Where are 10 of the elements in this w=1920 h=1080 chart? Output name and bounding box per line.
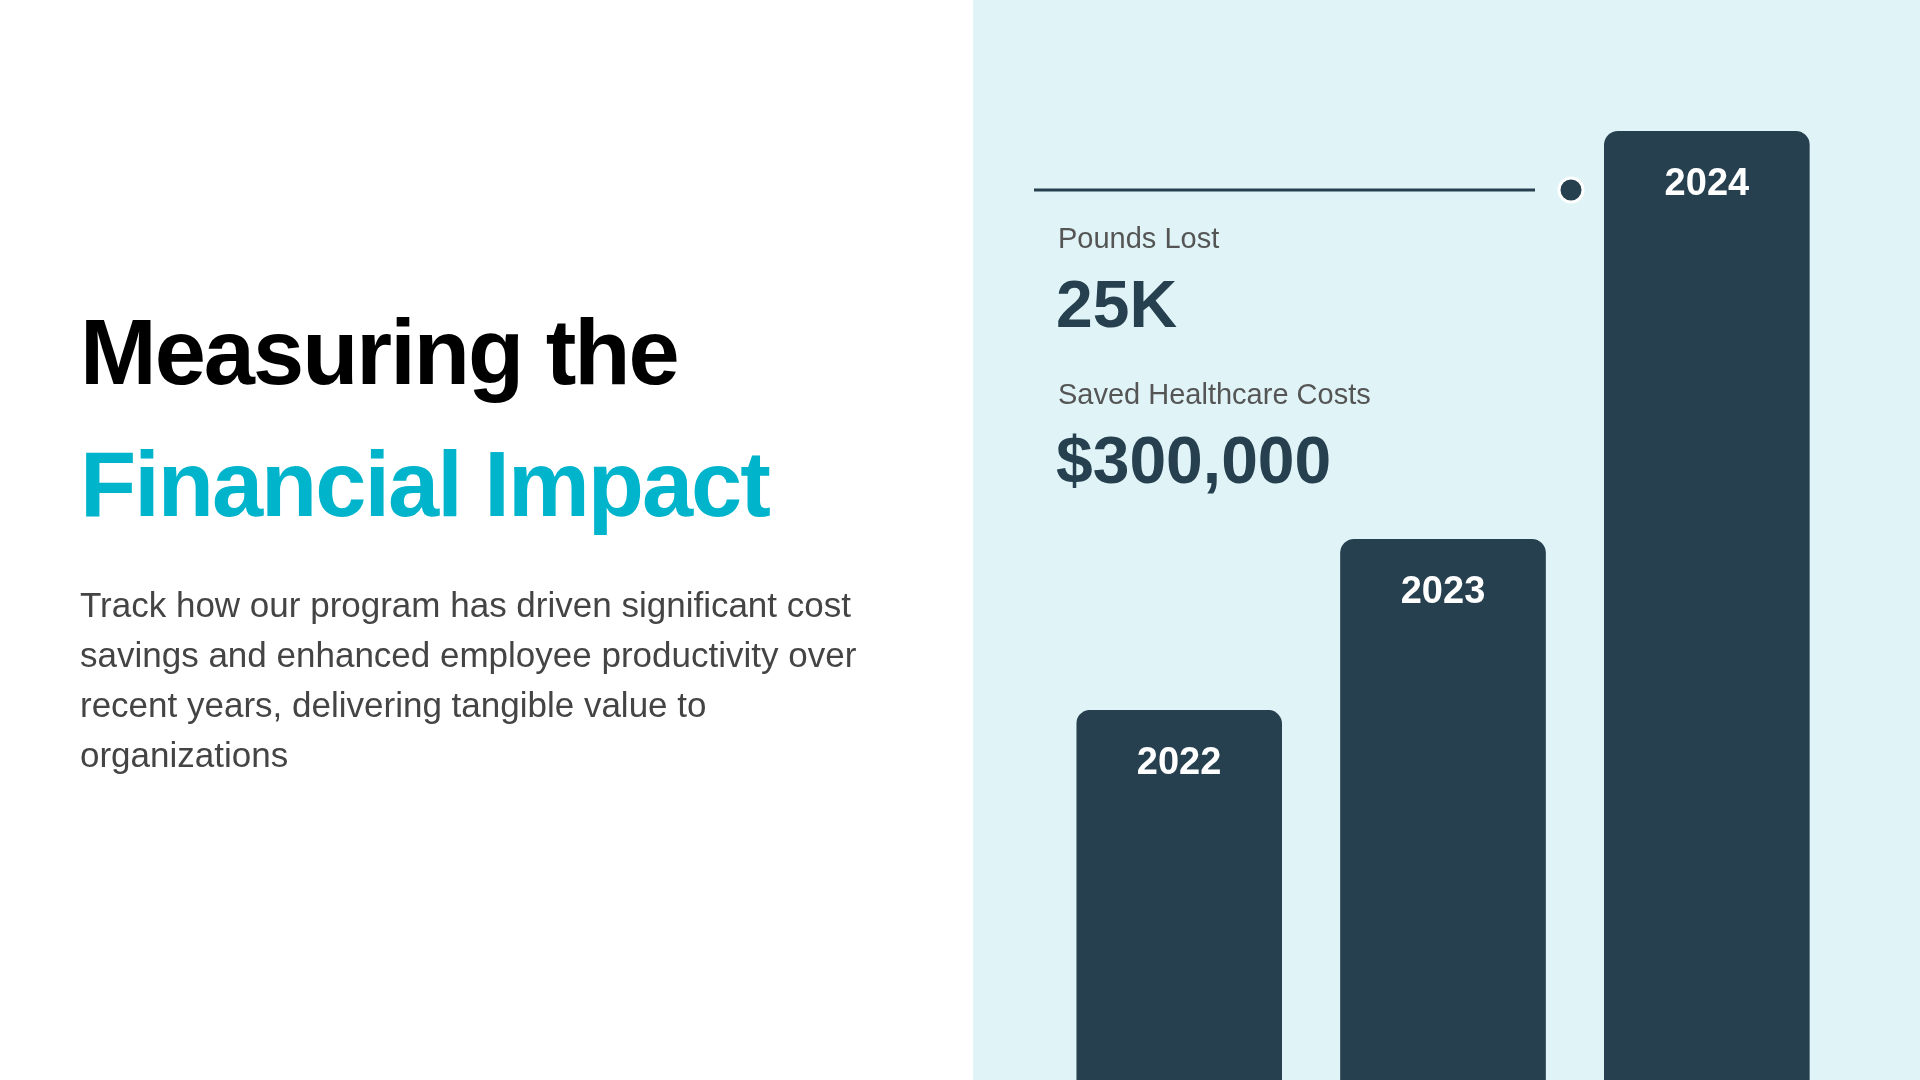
x-tick-label: 2023 xyxy=(1400,569,1486,612)
x-tick-label: 2022 xyxy=(1136,739,1222,782)
annotation: $300,000 xyxy=(1056,422,1332,498)
text: Financial Impact xyxy=(80,432,769,537)
text: Measuring the xyxy=(80,300,678,405)
x-tick-label: 2024 xyxy=(1664,161,1750,203)
annotation: Pounds Lost xyxy=(1058,222,1220,255)
text: Track how our program has driven significant cost savings and enhanced employee productivity over recent years, delivering tangible value to organizations xyxy=(80,584,858,776)
annotation: 25K xyxy=(1056,266,1178,342)
annotation: Saved Healthcare Costs xyxy=(1058,378,1371,411)
